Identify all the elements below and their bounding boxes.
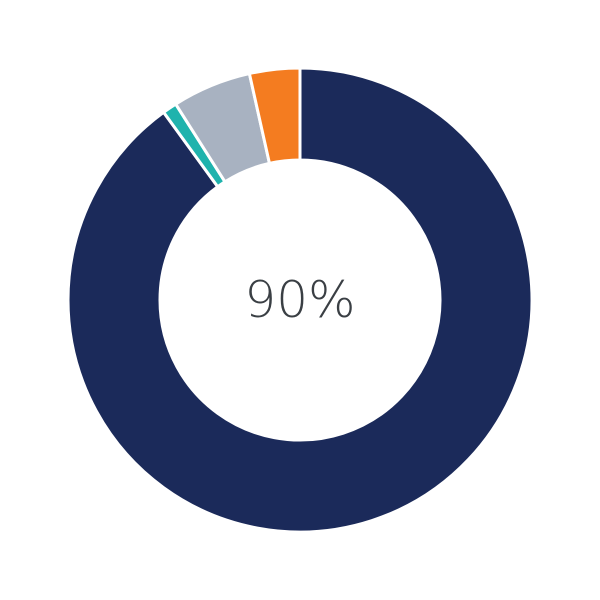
donut-slice-3 bbox=[247, 66, 302, 166]
donut-slice-0 bbox=[66, 66, 534, 534]
